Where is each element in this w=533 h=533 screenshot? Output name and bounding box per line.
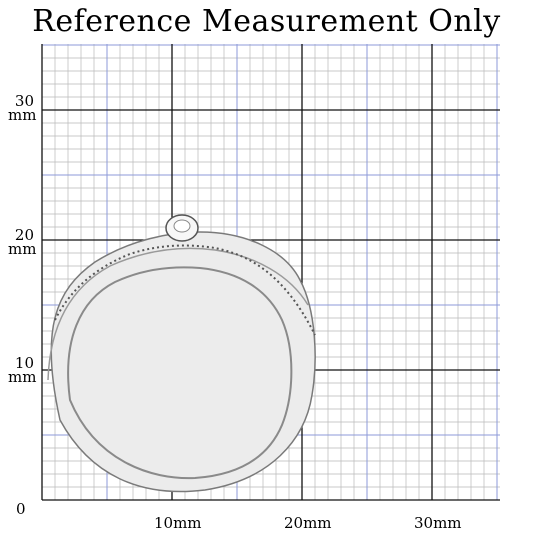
x-label-10: 10mm: [154, 514, 202, 532]
x-label-30: 30mm: [414, 514, 462, 532]
y-label-20: 20 mm: [8, 226, 37, 258]
ring-band-line: [47, 247, 309, 381]
ring-inner-opening: [67, 266, 293, 480]
ring-image: [47, 214, 316, 493]
y-label-30: 30 mm: [8, 92, 37, 124]
y-label-10: 10 mm: [8, 354, 37, 386]
x-label-20: 20mm: [284, 514, 332, 532]
ring-pave-row: [54, 244, 316, 336]
page-title: Reference Measurement Only: [32, 4, 501, 39]
y-label-0: 0: [16, 500, 26, 518]
ring-outer-band: [50, 231, 316, 493]
